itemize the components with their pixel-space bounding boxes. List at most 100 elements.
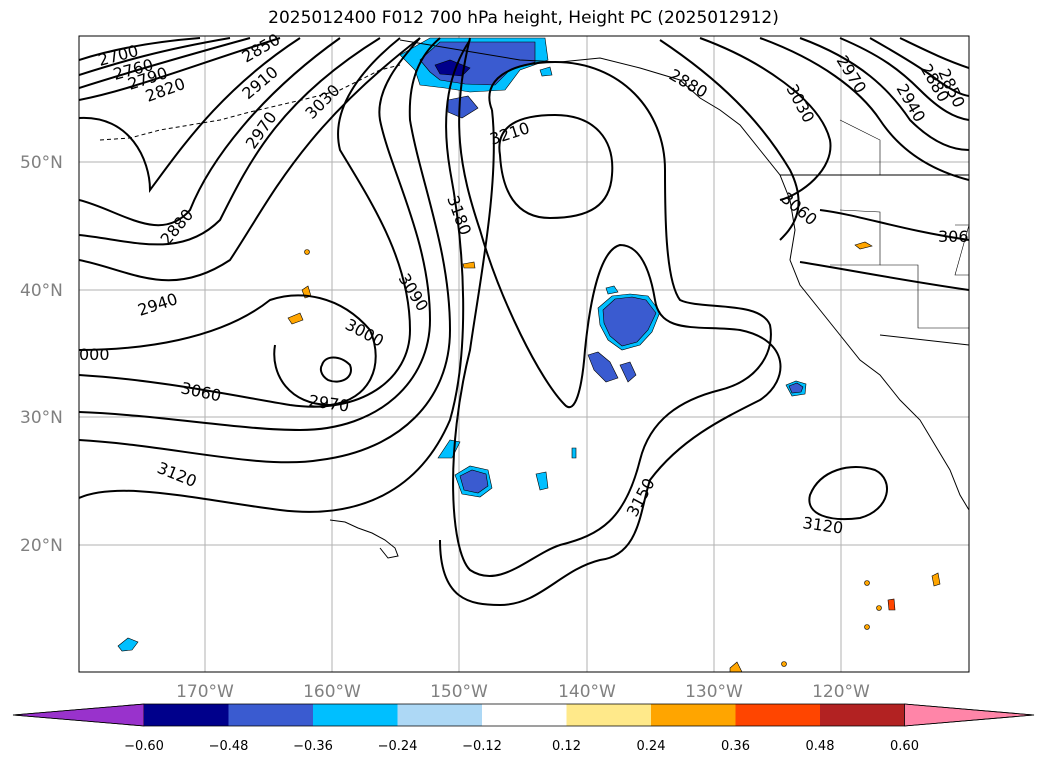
colorbar-extend-high	[904, 703, 1035, 727]
pc-positive-7	[729, 661, 743, 672]
contour-3210	[498, 113, 614, 220]
colorbar-extend-low	[12, 703, 145, 727]
pc-positive-5	[931, 572, 941, 587]
contour-east-3030	[699, 37, 832, 201]
colorbar-bin-7	[651, 704, 736, 726]
pc-positive-2	[287, 312, 304, 325]
colorbar-bin-4	[397, 704, 482, 726]
colorbar-ticks: −0.60 −0.48 −0.36 −0.24 −0.12 0.12 0.24 …	[124, 739, 919, 754]
contour-3030	[79, 37, 412, 408]
contour-2910	[79, 37, 381, 246]
colorbar-bin-6	[566, 704, 651, 726]
pc-positive-3	[462, 261, 476, 269]
pc-negative-central-core	[459, 469, 489, 494]
colorbar-bin-8	[735, 704, 820, 726]
lon-label-150: 150°W	[430, 682, 488, 702]
contour-3060	[79, 37, 432, 432]
colorbar-outline	[12, 703, 1035, 727]
map-title: 2025012400 F012 700 hPa height, Height P…	[268, 8, 779, 28]
label-000-west: 000	[79, 345, 110, 364]
pc-negative-sw	[117, 637, 139, 652]
pc-negative-east-2	[587, 351, 619, 383]
colorbar-bin-1	[144, 704, 229, 726]
state-border-2	[880, 264, 969, 329]
pc-positive-4	[854, 241, 873, 250]
contour-2760	[79, 37, 231, 76]
pc-negative-east-4	[605, 285, 619, 295]
pc-positive-dot-2	[876, 605, 882, 611]
pc-negative-east-3	[619, 361, 637, 383]
contour-2970-low	[319, 356, 352, 383]
cb-tick-7: 0.24	[637, 739, 666, 754]
contour-east-2910	[839, 37, 969, 121]
pc-negative-small-2	[539, 66, 553, 77]
contour-east-2880	[869, 37, 969, 97]
lat-label-50: 50°N	[20, 153, 63, 173]
coastlines	[99, 39, 969, 559]
cb-tick-1: −0.60	[124, 739, 164, 754]
contour-east-3090	[819, 209, 969, 241]
colorbar-bin-2	[228, 704, 313, 726]
contour-3150	[439, 37, 782, 607]
contour-2940	[79, 37, 421, 282]
contour-2700	[79, 37, 201, 61]
colorbar-bin-3	[313, 704, 398, 726]
contour-2850	[79, 37, 301, 193]
contour-east-2970	[759, 37, 969, 181]
contour-east-2850	[899, 37, 969, 69]
contour-3000-low	[79, 294, 377, 407]
contour-east-3060	[659, 39, 800, 241]
lat-label-40: 40°N	[20, 281, 63, 301]
contour-2880	[79, 37, 341, 227]
lon-label-130: 130°W	[685, 682, 743, 702]
contour-2820	[79, 37, 281, 101]
graticule	[79, 36, 969, 672]
map-panel	[78, 35, 970, 673]
pc-negative-east-core	[602, 296, 657, 347]
colorbar	[12, 703, 1035, 727]
state-border-3	[839, 119, 881, 175]
cb-tick-9: 0.48	[806, 739, 835, 754]
pc-positive-dot-3	[864, 624, 870, 630]
border-us-mexico	[879, 334, 969, 346]
pc-positive-dot-4	[781, 661, 787, 667]
coastline-hawaii	[329, 519, 399, 559]
contour-east-2940	[799, 37, 969, 151]
pc-shading	[117, 37, 941, 672]
height-contours	[79, 37, 969, 607]
pc-positive-6	[887, 598, 896, 611]
lon-label-160: 160°W	[303, 682, 361, 702]
coastline-north-america	[399, 39, 969, 511]
cb-tick-8: 0.36	[721, 739, 750, 754]
label-306-east: 306	[938, 227, 969, 246]
map-frame	[78, 35, 970, 673]
cb-tick-4: −0.24	[378, 739, 418, 754]
contour-3120-se	[808, 466, 888, 521]
lat-label-20: 20°N	[20, 536, 63, 556]
pc-negative-se-core	[788, 382, 804, 394]
lon-label-170: 170°W	[176, 682, 234, 702]
cb-tick-2: −0.48	[209, 739, 249, 754]
contour-3090	[79, 37, 452, 464]
lon-label-120: 120°W	[812, 682, 870, 702]
pc-negative-small-1	[447, 95, 479, 119]
contour-3120	[79, 39, 471, 513]
colorbar-bin-9	[820, 704, 905, 726]
lat-label-30: 30°N	[20, 408, 63, 428]
colorbar-bin-5	[482, 704, 567, 726]
cb-tick-6: 0.12	[552, 739, 581, 754]
pc-negative-central-3	[535, 471, 549, 491]
cb-tick-5: −0.12	[462, 739, 502, 754]
contour-east-3120	[799, 261, 969, 291]
state-border-1	[830, 209, 881, 266]
map-background	[79, 36, 969, 672]
contour-3180	[452, 60, 772, 577]
pc-positive-dot-1	[864, 580, 870, 586]
pc-positive-dot-5	[304, 249, 310, 255]
pc-negative-central-4	[571, 447, 577, 459]
pc-negative-gulf-alaska-min	[434, 59, 471, 77]
contour-2790	[79, 37, 251, 89]
cb-tick-3: −0.36	[293, 739, 333, 754]
latitude-labels: 50°N 40°N 30°N 20°N	[20, 153, 63, 556]
